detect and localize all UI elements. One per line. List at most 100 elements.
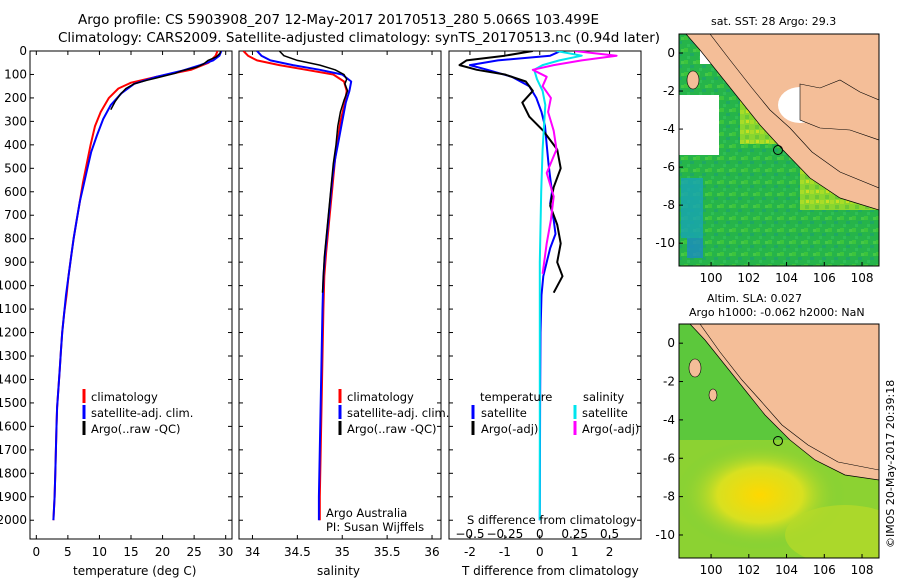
lat-tick-label: -8 [663, 490, 675, 504]
lat-tick-label: 0 [667, 336, 675, 350]
y-tick-label: 0 [19, 44, 27, 58]
s-difference-label: S difference from climatology [467, 513, 637, 527]
lat-tick-label: -10 [655, 528, 675, 542]
y-tick-label: 1900 [0, 490, 27, 504]
y-tick-label: 1300 [0, 349, 27, 363]
argo-position-marker [773, 145, 783, 155]
lon-tick-label: 102 [737, 563, 760, 577]
legend-satellite-adj: satellite-adj. clim. [347, 406, 449, 420]
lat-tick-label: -2 [663, 375, 675, 389]
series-line-satellite-adj-clim- [52, 51, 223, 521]
x-tick-label: 20 [155, 545, 170, 559]
x-tick-label: 30 [218, 545, 233, 559]
title-line-1: Argo profile: CS 5903908_207 12-May-2017… [78, 12, 599, 28]
lat-tick-label: -4 [663, 122, 675, 136]
series-line-argo-raw-qc- [110, 51, 222, 111]
x-tick-label: 25 [186, 545, 201, 559]
legend-salinity-title: salinity [583, 390, 624, 404]
y-tick-label: 1100 [0, 302, 27, 316]
x2-tick-label: −0.5 [455, 527, 484, 541]
sla-map-title-2: Argo h1000: -0.062 h2000: NaN [689, 306, 865, 319]
x-tick-label: 0 [536, 545, 544, 559]
x-tick-label: -2 [464, 545, 476, 559]
lon-tick-label: 106 [813, 271, 836, 285]
series-line-climatology [52, 51, 219, 521]
difference-panel: -2 -1 0 1 2 −0.5 −0.25 0 0.25 0.5 S difference f… [448, 50, 642, 578]
temperature-series [52, 51, 223, 521]
sla-lat-ticks: 0 -2 -4 -6 -8 -10 [655, 336, 683, 542]
pi-annotation: PI: Susan Wijffels [326, 520, 424, 534]
temperature-xlabel: temperature (deg C) [73, 564, 196, 578]
x-tick-label: 34 [245, 545, 260, 559]
lat-tick-label: -6 [663, 451, 675, 465]
y-tick-label: 200 [4, 91, 27, 105]
difference-series [458, 51, 618, 521]
salinity-axes-box [238, 50, 442, 540]
y-tick-label: 1700 [0, 443, 27, 457]
x2-tick-label: −0.25 [486, 527, 523, 541]
x-tick-label: 1 [571, 545, 579, 559]
lat-tick-label: -10 [655, 236, 675, 250]
sst-map-image [679, 34, 879, 266]
x-tick-label: 10 [92, 545, 107, 559]
lon-tick-label: 100 [700, 271, 723, 285]
salinity-xlabel: salinity [317, 564, 360, 578]
x-tick-label: 15 [123, 545, 138, 559]
y-tick-label: 1500 [0, 396, 27, 410]
lon-tick-label: 108 [851, 271, 874, 285]
t-difference-xlabel: T difference from climatology [461, 564, 639, 578]
temperature-tick-labels: 0 5 10 15 20 25 30 [32, 51, 233, 559]
legend-argo: Argo(..raw -QC) [91, 422, 181, 436]
lat-tick-label: -2 [663, 84, 675, 98]
y-tick-label: 1600 [0, 419, 27, 433]
series-line-satellite-adj-clim- [256, 51, 353, 521]
sst-map-title: sat. SST: 28 Argo: 29.3 [711, 15, 836, 28]
argo-australia-annotation: Argo Australia [326, 506, 407, 520]
sla-lon-ticks: 100 102 104 106 108 [700, 554, 873, 577]
lon-tick-label: 100 [700, 563, 723, 577]
y-tick-label: 1400 [0, 372, 27, 386]
lat-tick-label: 0 [667, 46, 675, 60]
legend-s-argo: Argo(-adj) [582, 422, 639, 436]
lon-tick-label: 106 [813, 563, 836, 577]
x-tick-label: -1 [499, 545, 511, 559]
y-tick-label: 2000 [0, 513, 27, 527]
legend-s-satellite: satellite [582, 406, 628, 420]
legend-t-argo: Argo(-adj) [481, 422, 538, 436]
s-difference-tick-labels: −0.5 −0.25 0 0.25 0.5 [455, 527, 619, 541]
imos-watermark: ©IMOS 20-May-2017 20:39:18 [884, 380, 897, 548]
x2-tick-label: 0.5 [600, 527, 619, 541]
y-tick-label: 900 [4, 255, 27, 269]
title-line-2: Climatology: CARS2009. Satellite-adjuste… [58, 30, 660, 46]
sst-map-panel: sat. SST: 28 Argo: 29.3 100 102 104 106 108 … [655, 15, 880, 285]
sst-lon-ticks: 100 102 104 106 108 [700, 262, 874, 285]
series-line-s-argo-adj- [531, 51, 618, 275]
salinity-legend: climatology satellite-adj. clim. Argo(..… [338, 389, 449, 436]
lat-tick-label: -4 [663, 413, 675, 427]
x-tick-label: 35 [335, 545, 350, 559]
x-tick-label: 2 [606, 545, 614, 559]
lon-tick-label: 102 [737, 271, 760, 285]
sla-map-panel: Altim. SLA: 0.027 Argo h1000: -0.062 h20… [655, 292, 880, 577]
salinity-series [242, 51, 353, 521]
x-tick-label: 34.5 [284, 545, 311, 559]
lon-tick-label: 104 [775, 563, 798, 577]
lat-tick-label: -8 [663, 198, 675, 212]
legend-climatology: climatology [347, 390, 414, 404]
x-tick-label: 0 [32, 545, 40, 559]
salinity-panel: 34 34.5 35 35.5 36 salinity climatology sate… [238, 50, 449, 578]
temperature-legend: climatology satellite-adj. clim. Argo(..… [82, 389, 193, 436]
sla-map-title-1: Altim. SLA: 0.027 [707, 292, 802, 305]
sla-map-image [679, 324, 879, 558]
x-tick-label: 36 [424, 545, 439, 559]
series-line-t-argo-adj- [458, 51, 564, 294]
x-tick-label: 5 [64, 545, 72, 559]
series-line-argo-raw-qc- [278, 51, 349, 293]
y-tick-label: 500 [4, 161, 27, 175]
y-tick-label: 800 [4, 232, 27, 246]
y-tick-label: 400 [4, 138, 27, 152]
y-tick-label: 100 [4, 67, 27, 81]
t-difference-tick-labels: -2 -1 0 1 2 [449, 50, 641, 559]
y-tick-label: 600 [4, 185, 27, 199]
